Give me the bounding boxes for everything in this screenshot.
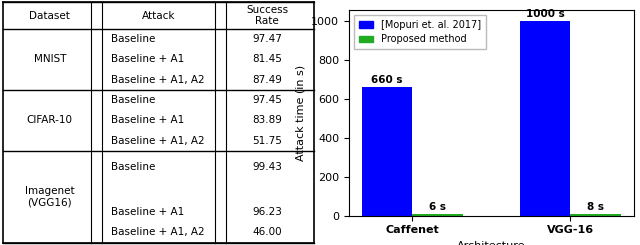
- Text: 6 s: 6 s: [429, 202, 446, 212]
- Bar: [412, 214, 463, 216]
- Text: Baseline + A1: Baseline + A1: [111, 115, 184, 125]
- Text: CIFAR-10: CIFAR-10: [27, 115, 73, 125]
- Text: MNIST: MNIST: [33, 54, 66, 64]
- Text: Baseline + A1, A2: Baseline + A1, A2: [111, 227, 204, 237]
- Text: 51.75: 51.75: [252, 136, 282, 146]
- Text: Success
Rate: Success Rate: [246, 5, 288, 26]
- Text: Baseline: Baseline: [111, 34, 155, 44]
- Text: 83.89: 83.89: [252, 115, 282, 125]
- Text: 97.45: 97.45: [252, 95, 282, 105]
- Bar: [362, 87, 412, 216]
- Text: Baseline: Baseline: [111, 95, 155, 105]
- Text: 81.45: 81.45: [252, 54, 282, 64]
- Text: Baseline + A1, A2: Baseline + A1, A2: [111, 75, 204, 85]
- Text: Baseline + A1, A2: Baseline + A1, A2: [111, 136, 204, 146]
- Y-axis label: Attack time (in s): Attack time (in s): [296, 65, 305, 161]
- Text: 1000 s: 1000 s: [525, 9, 564, 19]
- X-axis label: Architecture: Architecture: [457, 241, 525, 245]
- Text: 96.23: 96.23: [252, 207, 282, 217]
- Text: 99.43: 99.43: [252, 162, 282, 172]
- Text: 660 s: 660 s: [371, 75, 403, 85]
- Text: Baseline: Baseline: [111, 162, 155, 172]
- Text: 46.00: 46.00: [252, 227, 282, 237]
- Text: Imagenet
(VGG16): Imagenet (VGG16): [25, 186, 75, 208]
- Bar: [570, 214, 621, 216]
- Text: 8 s: 8 s: [587, 202, 604, 212]
- Text: Attack: Attack: [141, 11, 175, 21]
- Legend: [Mopuri et. al. 2017], Proposed method: [Mopuri et. al. 2017], Proposed method: [354, 15, 486, 49]
- Bar: [520, 22, 570, 216]
- Text: Dataset: Dataset: [29, 11, 70, 21]
- Text: Baseline + A1: Baseline + A1: [111, 54, 184, 64]
- Text: 87.49: 87.49: [252, 75, 282, 85]
- Text: 97.47: 97.47: [252, 34, 282, 44]
- Text: Baseline + A1: Baseline + A1: [111, 207, 184, 217]
